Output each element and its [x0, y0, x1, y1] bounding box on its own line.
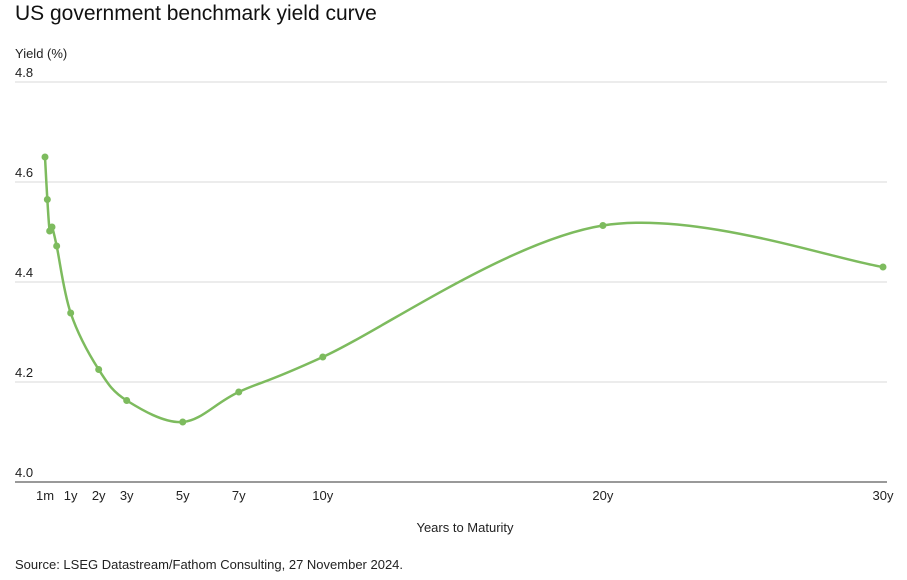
data-point	[879, 263, 887, 271]
data-point	[48, 223, 56, 231]
x-tick-label: 30y	[873, 488, 894, 503]
y-tick-label: 4.8	[15, 65, 33, 80]
y-tick-label: 4.2	[15, 365, 33, 380]
data-point	[599, 222, 607, 229]
y-tick-label: 4.6	[15, 165, 33, 180]
data-point	[53, 242, 61, 250]
y-axis-label: Yield (%)	[15, 46, 68, 61]
data-point	[67, 309, 75, 317]
x-axis-label: Years to Maturity	[416, 520, 514, 535]
series-points	[41, 153, 887, 426]
source-note: Source: LSEG Datastream/Fathom Consultin…	[15, 557, 404, 572]
data-point	[123, 397, 131, 404]
y-tick-label: 4.4	[15, 265, 33, 280]
x-tick-label: 10y	[312, 488, 333, 503]
data-point	[41, 153, 49, 161]
y-axis-ticks: 4.0 4.2 4.4 4.6 4.8	[15, 65, 33, 480]
x-tick-label: 1y	[64, 488, 78, 503]
x-tick-label: 1m	[36, 488, 54, 503]
grid-lines	[15, 81, 887, 483]
y-tick-label: 4.0	[15, 465, 33, 480]
data-point	[95, 366, 103, 373]
x-tick-label: 5y	[176, 488, 190, 503]
data-point	[43, 196, 51, 203]
data-point	[179, 418, 187, 426]
x-tick-label: 3y	[120, 488, 134, 503]
data-point	[319, 353, 327, 361]
x-axis-ticks: 1m 1y 2y 3y 5y 7y 10y 20y 30y	[36, 488, 894, 503]
chart-title: US government benchmark yield curve	[15, 2, 377, 25]
x-tick-label: 2y	[92, 488, 106, 503]
data-point	[235, 388, 243, 396]
x-tick-label: 7y	[232, 488, 246, 503]
yield-curve-chart: 4.0 4.2 4.4 4.6 4.8 1m 1y 2y 3y 5y 7y 10y 20y 30y Ye…	[15, 65, 894, 535]
x-tick-label: 20y	[592, 488, 613, 503]
